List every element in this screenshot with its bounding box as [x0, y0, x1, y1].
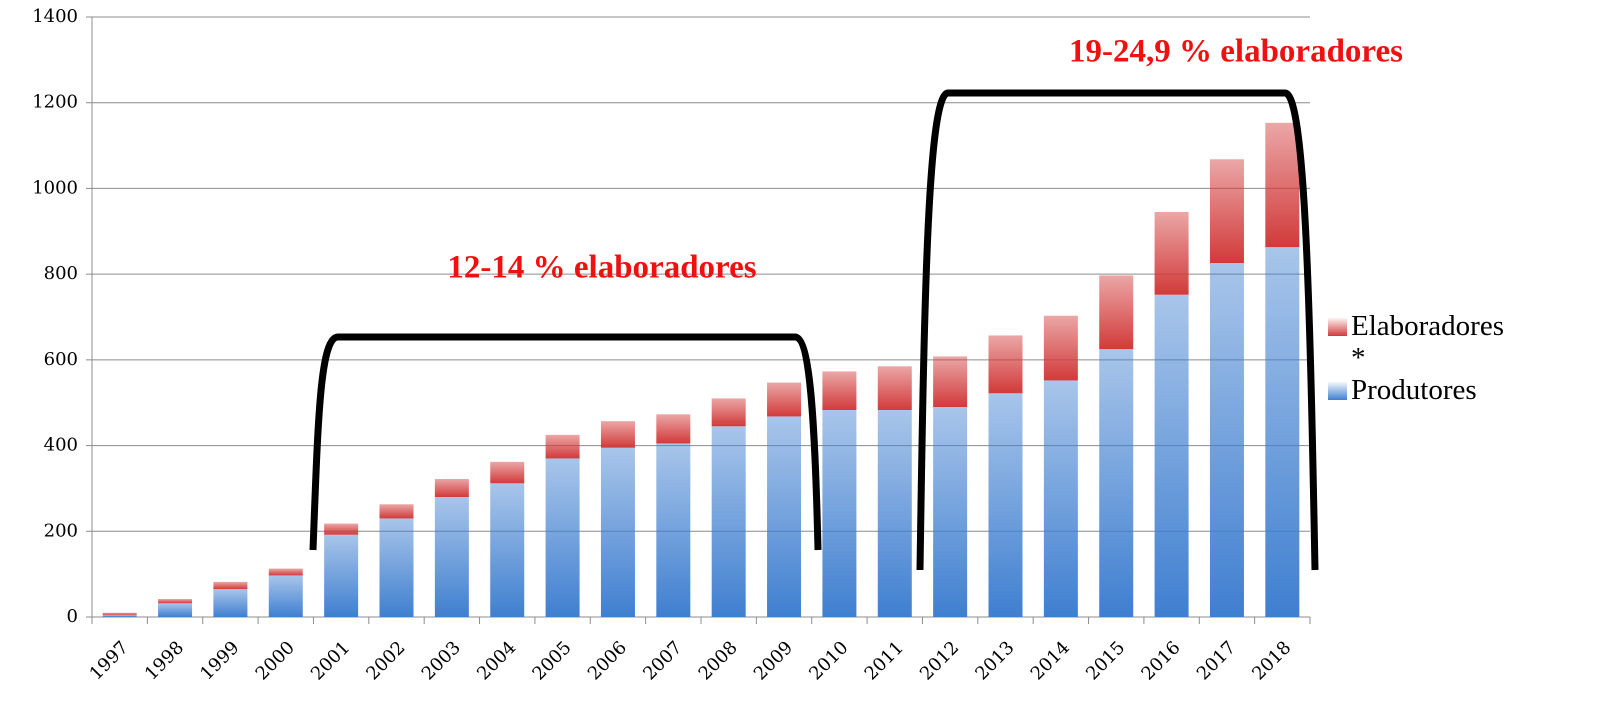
- legend: Elaboradores * Produtores: [1328, 310, 1568, 406]
- bar-segment: [102, 612, 137, 615]
- x-tick-label: 2007: [639, 637, 686, 684]
- bar-segment: [379, 504, 414, 519]
- bar-segment: [711, 398, 746, 427]
- bar-segment: [434, 497, 469, 617]
- bar-segment: [1209, 159, 1244, 263]
- bar-segment: [1265, 247, 1300, 617]
- bar-segment: [767, 416, 802, 617]
- legend-swatch: [1328, 317, 1347, 336]
- legend-item: Produtores: [1328, 374, 1568, 406]
- y-tick-label: 400: [44, 435, 78, 456]
- bar-segment: [213, 581, 248, 590]
- x-tick-label: 2015: [1082, 637, 1129, 684]
- y-tick-label: 200: [44, 520, 78, 541]
- bar-segment: [1265, 122, 1300, 248]
- bar-segment: [988, 335, 1023, 394]
- bar-segment: [1043, 380, 1078, 617]
- x-tick-label: 1998: [141, 637, 188, 684]
- y-tick-label: 1200: [32, 92, 78, 113]
- bar-segment: [545, 434, 580, 459]
- x-tick-label: 2004: [473, 637, 520, 684]
- bar-segment: [490, 483, 525, 617]
- x-tick-label: 2013: [971, 637, 1018, 684]
- y-tick-label: 800: [44, 263, 78, 284]
- bar-segment: [933, 356, 968, 407]
- bar-segment: [379, 518, 414, 617]
- bar-segment: [822, 410, 857, 617]
- x-tick-label: 2005: [528, 637, 575, 684]
- bracket: [916, 89, 1319, 571]
- bar-segment: [600, 421, 635, 448]
- y-tick-label: 0: [67, 606, 78, 627]
- bar-segment: [324, 534, 359, 617]
- bar-segment: [213, 589, 248, 617]
- bar-segment: [767, 382, 802, 417]
- bar-segment: [1209, 263, 1244, 617]
- bar-segment: [656, 414, 691, 444]
- bar-segment: [1099, 275, 1134, 350]
- bar-segment: [545, 458, 580, 617]
- bar-segment: [434, 479, 469, 497]
- bar-segment: [988, 393, 1023, 617]
- x-tick-label: 2000: [252, 637, 299, 684]
- bar-segment: [1043, 315, 1078, 381]
- x-tick-label: 2017: [1193, 637, 1240, 684]
- legend-swatch: [1328, 381, 1347, 400]
- x-tick-label: 2010: [805, 637, 852, 684]
- x-tick-label: 2016: [1137, 637, 1184, 684]
- x-tick-label: 2014: [1027, 637, 1074, 684]
- bar-segment: [158, 599, 193, 604]
- bar-segment: [933, 407, 968, 617]
- bar-segment: [1154, 212, 1189, 295]
- bar-segment: [102, 614, 137, 617]
- bar-segment: [600, 447, 635, 617]
- legend-label: Produtores: [1351, 374, 1477, 406]
- x-tick-label: 2003: [418, 637, 465, 684]
- bar-segment: [268, 568, 303, 576]
- x-tick-label: 1999: [196, 637, 243, 684]
- bar-segment: [877, 410, 912, 617]
- bar-segment: [490, 461, 525, 484]
- x-tick-label: 2018: [1248, 637, 1295, 684]
- legend-item: Elaboradores *: [1328, 310, 1568, 374]
- bar-segment: [711, 426, 746, 617]
- bar-segment: [1154, 294, 1189, 617]
- bar-segment: [1099, 349, 1134, 617]
- x-tick-label: 2002: [362, 637, 409, 684]
- bar-segment: [822, 371, 857, 410]
- bar-segment: [268, 575, 303, 617]
- x-tick-label: 2006: [584, 637, 631, 684]
- bar-segment: [656, 443, 691, 617]
- x-tick-label: 2012: [916, 637, 963, 684]
- y-tick-label: 600: [44, 349, 78, 370]
- x-tick-label: 2008: [695, 637, 742, 684]
- legend-label: Elaboradores *: [1351, 310, 1504, 374]
- bar-segment: [158, 603, 193, 617]
- annotation: 19-24,9 % elaboradores: [1069, 34, 1403, 70]
- bracket: [309, 333, 822, 551]
- x-tick-label: 2001: [307, 637, 354, 684]
- y-tick-label: 1400: [32, 6, 78, 27]
- bar-segment: [877, 366, 912, 410]
- annotation: 12-14 % elaboradores: [447, 250, 756, 286]
- x-tick-label: 1997: [86, 637, 133, 684]
- x-tick-label: 2011: [861, 637, 908, 684]
- bar-segment: [324, 523, 359, 535]
- x-tick-label: 2009: [750, 637, 797, 684]
- y-tick-label: 1000: [32, 177, 78, 198]
